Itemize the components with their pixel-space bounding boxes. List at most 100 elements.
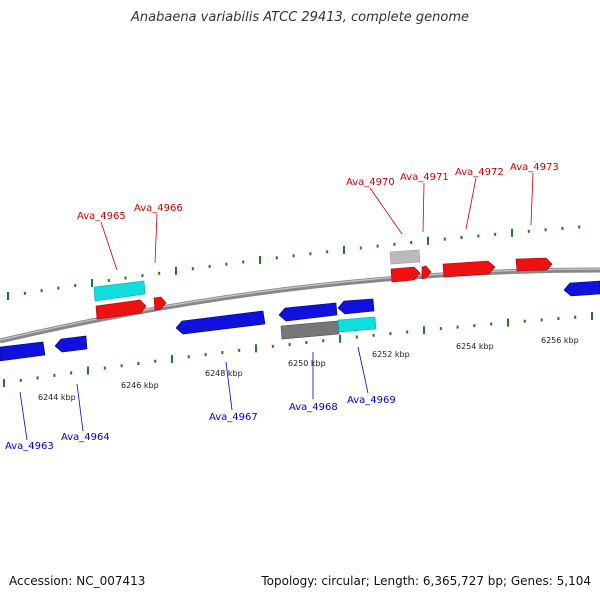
gene-arrow[interactable]: [563, 280, 600, 297]
leader-line: [225, 361, 233, 411]
tick-mark: [376, 244, 379, 248]
gene-arrow[interactable]: [442, 260, 496, 278]
forward-strand-features: [93, 249, 553, 320]
gene-label[interactable]: Ava_4970: [346, 177, 395, 188]
tick-mark: [406, 330, 409, 334]
tick-mark: [154, 359, 157, 363]
tick-mark: [578, 225, 581, 229]
tick-mark: [305, 341, 308, 344]
leader-line: [422, 182, 425, 233]
tick-mark: [242, 260, 245, 264]
tick-mark: [175, 266, 177, 275]
gene-label[interactable]: Ava_4971: [400, 172, 449, 183]
gene-label[interactable]: Ava_4965: [77, 211, 126, 222]
tick-mark: [326, 250, 329, 254]
tick-mark: [141, 274, 144, 278]
leader-line: [369, 187, 403, 235]
tick-mark: [107, 279, 110, 282]
tick-mark: [259, 255, 261, 264]
gene-label[interactable]: Ava_4964: [61, 432, 110, 443]
leader-line: [357, 346, 369, 394]
gene-arrow[interactable]: [390, 266, 421, 283]
tick-mark: [91, 279, 93, 287]
tick-mark: [275, 256, 278, 260]
leader-line: [100, 221, 118, 271]
tick-mark: [389, 332, 392, 336]
scale-labels: 6244 kbp 6246 kbp 6248 kbp 6250 kbp 6252…: [38, 336, 579, 402]
tick-mark: [591, 312, 593, 320]
scale-label: 6250 kbp: [288, 359, 326, 368]
gene-label[interactable]: Ava_4967: [209, 412, 258, 423]
tick-mark: [477, 234, 480, 238]
tick-mark: [460, 236, 463, 239]
tick-mark: [574, 315, 577, 319]
tick-mark: [511, 228, 513, 237]
tick-mark: [158, 271, 161, 275]
gene-arrow[interactable]: [93, 280, 146, 302]
scale-label: 6244 kbp: [38, 393, 76, 402]
tick-mark: [443, 237, 446, 241]
tick-mark: [124, 276, 127, 280]
tick-mark: [53, 373, 56, 377]
tick-mark: [339, 334, 341, 343]
tick-mark: [120, 364, 123, 368]
gene-arrow[interactable]: [54, 335, 88, 353]
tick-mark: [221, 351, 224, 354]
scale-label: 6246 kbp: [121, 381, 159, 390]
genome-summary: Topology: circular; Length: 6,365,727 bp…: [261, 574, 591, 588]
gene-arrow[interactable]: [389, 249, 421, 265]
tick-mark: [557, 317, 560, 320]
gene-arrow[interactable]: [0, 341, 46, 362]
tick-mark: [527, 229, 530, 233]
gene-label[interactable]: Ava_4972: [455, 167, 504, 178]
tick-mark: [473, 324, 476, 328]
tick-mark: [204, 353, 207, 357]
tick-mark: [456, 325, 459, 329]
tick-mark: [208, 264, 211, 268]
tick-mark: [57, 286, 60, 290]
gene-arrow[interactable]: [421, 265, 432, 280]
leader-line: [530, 172, 534, 226]
gene-arrow[interactable]: [278, 302, 338, 322]
tick-mark: [23, 291, 26, 295]
tick-mark: [187, 355, 190, 359]
tick-mark: [507, 318, 509, 327]
gene-label[interactable]: Ava_4968: [289, 402, 338, 413]
tick-mark: [70, 371, 73, 375]
gene-arrow[interactable]: [95, 299, 147, 320]
gene-label[interactable]: Ava_4966: [134, 203, 183, 214]
tick-mark: [322, 339, 325, 343]
tick-mark: [343, 245, 345, 254]
tick-mark: [74, 284, 77, 287]
gene-arrow[interactable]: [515, 257, 553, 272]
map-title: Anabaena variabilis ATCC 29413, complete…: [131, 10, 469, 25]
tick-mark: [3, 379, 5, 387]
tick-mark: [238, 348, 241, 352]
tick-mark: [36, 376, 39, 380]
forward-gene-labels: Ava_4965 Ava_4966 Ava_4970 Ava_4971 Ava_…: [77, 162, 559, 271]
gene-label[interactable]: Ava_4973: [510, 162, 559, 173]
tick-mark: [423, 326, 425, 335]
tick-mark: [40, 289, 43, 293]
gene-arrow[interactable]: [280, 320, 340, 340]
leader-line: [465, 177, 477, 230]
leader-line: [154, 213, 158, 264]
tick-row-reverse: [3, 312, 593, 387]
gene-label[interactable]: Ava_4969: [347, 395, 396, 406]
tick-mark: [137, 362, 140, 365]
genome-backbone: [0, 267, 600, 344]
gene-arrow[interactable]: [337, 316, 377, 333]
tick-mark: [225, 262, 228, 266]
gene-label[interactable]: Ava_4963: [5, 441, 54, 452]
tick-mark: [410, 241, 413, 244]
gene-arrow[interactable]: [337, 298, 375, 315]
gene-arrow[interactable]: [153, 296, 167, 311]
tick-mark: [7, 292, 9, 300]
scale-label: 6254 kbp: [456, 342, 494, 351]
tick-mark: [523, 319, 526, 323]
reverse-gene-labels: Ava_4963 Ava_4964 Ava_4967 Ava_4968 Ava_…: [5, 346, 396, 452]
accession-label: Accession: NC_007413: [9, 574, 146, 588]
gene-arrow[interactable]: [175, 310, 266, 335]
tick-mark: [540, 318, 543, 322]
